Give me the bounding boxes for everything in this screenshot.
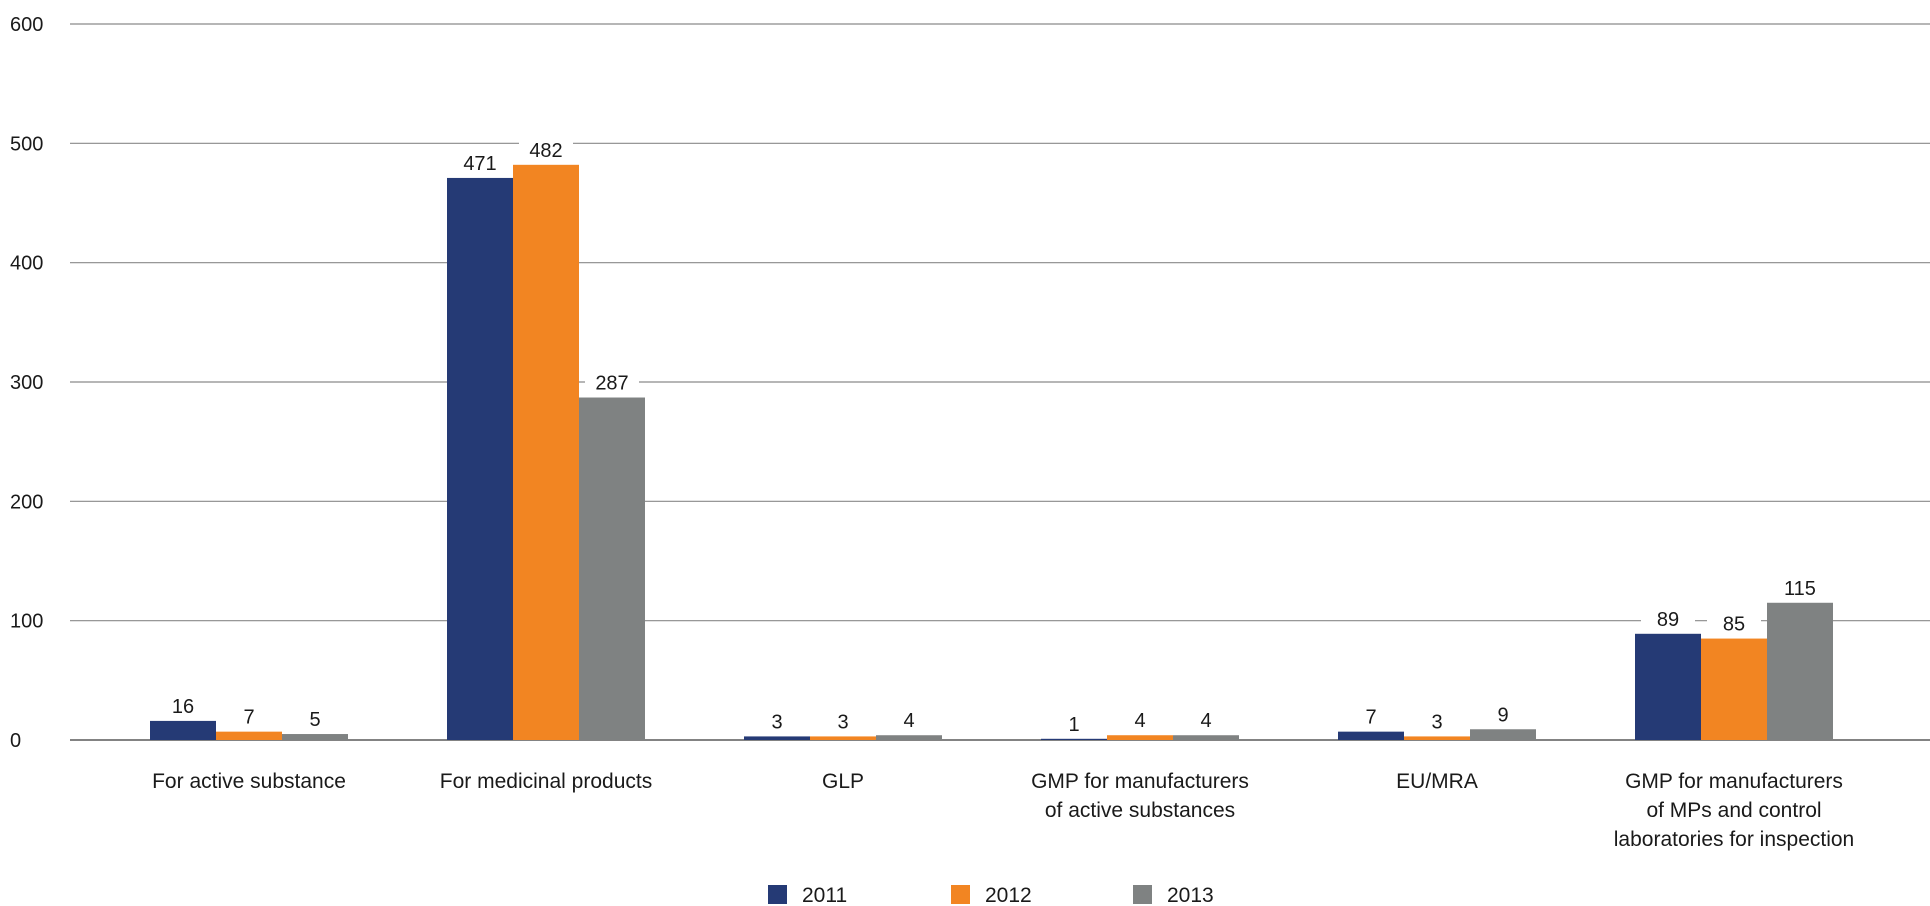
data-label-bg <box>1641 605 1695 630</box>
category-label: laboratories for inspection <box>1614 828 1854 851</box>
bar-2012 <box>810 736 876 740</box>
y-tick-label: 200 <box>10 491 43 513</box>
data-label: 4 <box>903 710 914 732</box>
bar-2013 <box>579 397 645 740</box>
data-label-bg <box>1773 574 1827 599</box>
data-label-bg <box>1113 707 1167 732</box>
data-label: 3 <box>771 711 782 733</box>
data-label: 471 <box>463 153 496 175</box>
data-label: 7 <box>1365 707 1376 729</box>
legend-swatch-2013 <box>1133 885 1152 904</box>
data-label: 3 <box>1431 711 1442 733</box>
y-tick-label: 600 <box>10 14 43 36</box>
bar-2012 <box>1107 735 1173 740</box>
data-label: 16 <box>172 696 194 718</box>
y-tick-label: 300 <box>10 372 43 394</box>
bars <box>150 164 1833 740</box>
data-label: 482 <box>529 140 562 162</box>
legend-label: 2012 <box>985 884 1032 906</box>
category-label: For medicinal products <box>440 770 652 793</box>
data-label-bg <box>519 136 573 161</box>
bar-2013 <box>1173 735 1239 740</box>
bar-2012 <box>216 731 282 740</box>
data-label-bg <box>882 707 936 732</box>
y-tick-label: 0 <box>10 730 21 752</box>
legend-swatch-2011 <box>768 885 787 904</box>
data-label-bg <box>1707 610 1761 635</box>
data-label: 3 <box>837 711 848 733</box>
bar-2013 <box>1767 602 1833 740</box>
data-label: 115 <box>1784 578 1816 600</box>
y-axis-ticks: 0 100 200 300 400 500 600 <box>10 14 43 752</box>
legend-label: 2011 <box>802 884 847 906</box>
bar-2011 <box>447 177 513 740</box>
category-label: EU/MRA <box>1396 770 1478 793</box>
data-label-bg <box>1047 710 1101 735</box>
bar-2011 <box>1041 738 1107 740</box>
data-label: 287 <box>595 373 628 395</box>
y-tick-label: 400 <box>10 253 43 275</box>
data-label: 1 <box>1068 714 1079 736</box>
legend-label: 2013 <box>1167 884 1214 906</box>
data-label: 85 <box>1723 614 1745 636</box>
data-label-bg <box>156 692 210 717</box>
data-label-bg <box>1344 703 1398 728</box>
data-label-bg <box>585 369 639 394</box>
y-tick-label: 500 <box>10 133 43 155</box>
data-label: 7 <box>243 707 254 729</box>
bar-2012 <box>1701 638 1767 740</box>
legend: 2011 2012 2013 <box>768 884 1214 906</box>
data-label: 9 <box>1497 704 1508 726</box>
data-label: 4 <box>1200 710 1211 732</box>
category-label: of active substances <box>1045 799 1235 822</box>
data-label: 89 <box>1657 609 1679 631</box>
data-labels: 16 7 5 471 482 287 3 3 4 1 4 4 7 3 9 89 85 115 <box>156 136 1827 736</box>
bar-2013 <box>876 735 942 740</box>
bar-2013 <box>282 734 348 740</box>
bar-2012 <box>513 164 579 740</box>
data-label-bg <box>222 703 276 728</box>
data-label: 5 <box>309 709 320 731</box>
x-axis-categories: For active substance For medicinal produc… <box>152 770 1854 851</box>
grid <box>70 23 1930 741</box>
bar-2011 <box>150 720 216 740</box>
data-label-bg <box>1410 708 1464 733</box>
bar-2013 <box>1470 729 1536 740</box>
data-label-bg <box>1179 707 1233 732</box>
category-label: GMP for manufacturers <box>1031 770 1249 793</box>
y-tick-label: 100 <box>10 611 43 633</box>
category-label: GLP <box>822 770 864 793</box>
bar-2011 <box>1635 633 1701 740</box>
legend-swatch-2012 <box>951 885 970 904</box>
bar-2012 <box>1404 736 1470 740</box>
category-label: For active substance <box>152 770 346 793</box>
data-label-bg <box>750 708 804 733</box>
data-label-bg <box>288 706 342 731</box>
data-label-bg <box>1476 701 1530 726</box>
bar-2011 <box>744 736 810 740</box>
category-label: GMP for manufacturers <box>1625 770 1843 793</box>
data-label-bg <box>816 708 870 733</box>
category-label: of MPs and control <box>1646 799 1821 822</box>
bar-2011 <box>1338 731 1404 740</box>
data-label: 4 <box>1134 710 1145 732</box>
data-label-bg <box>453 149 507 174</box>
